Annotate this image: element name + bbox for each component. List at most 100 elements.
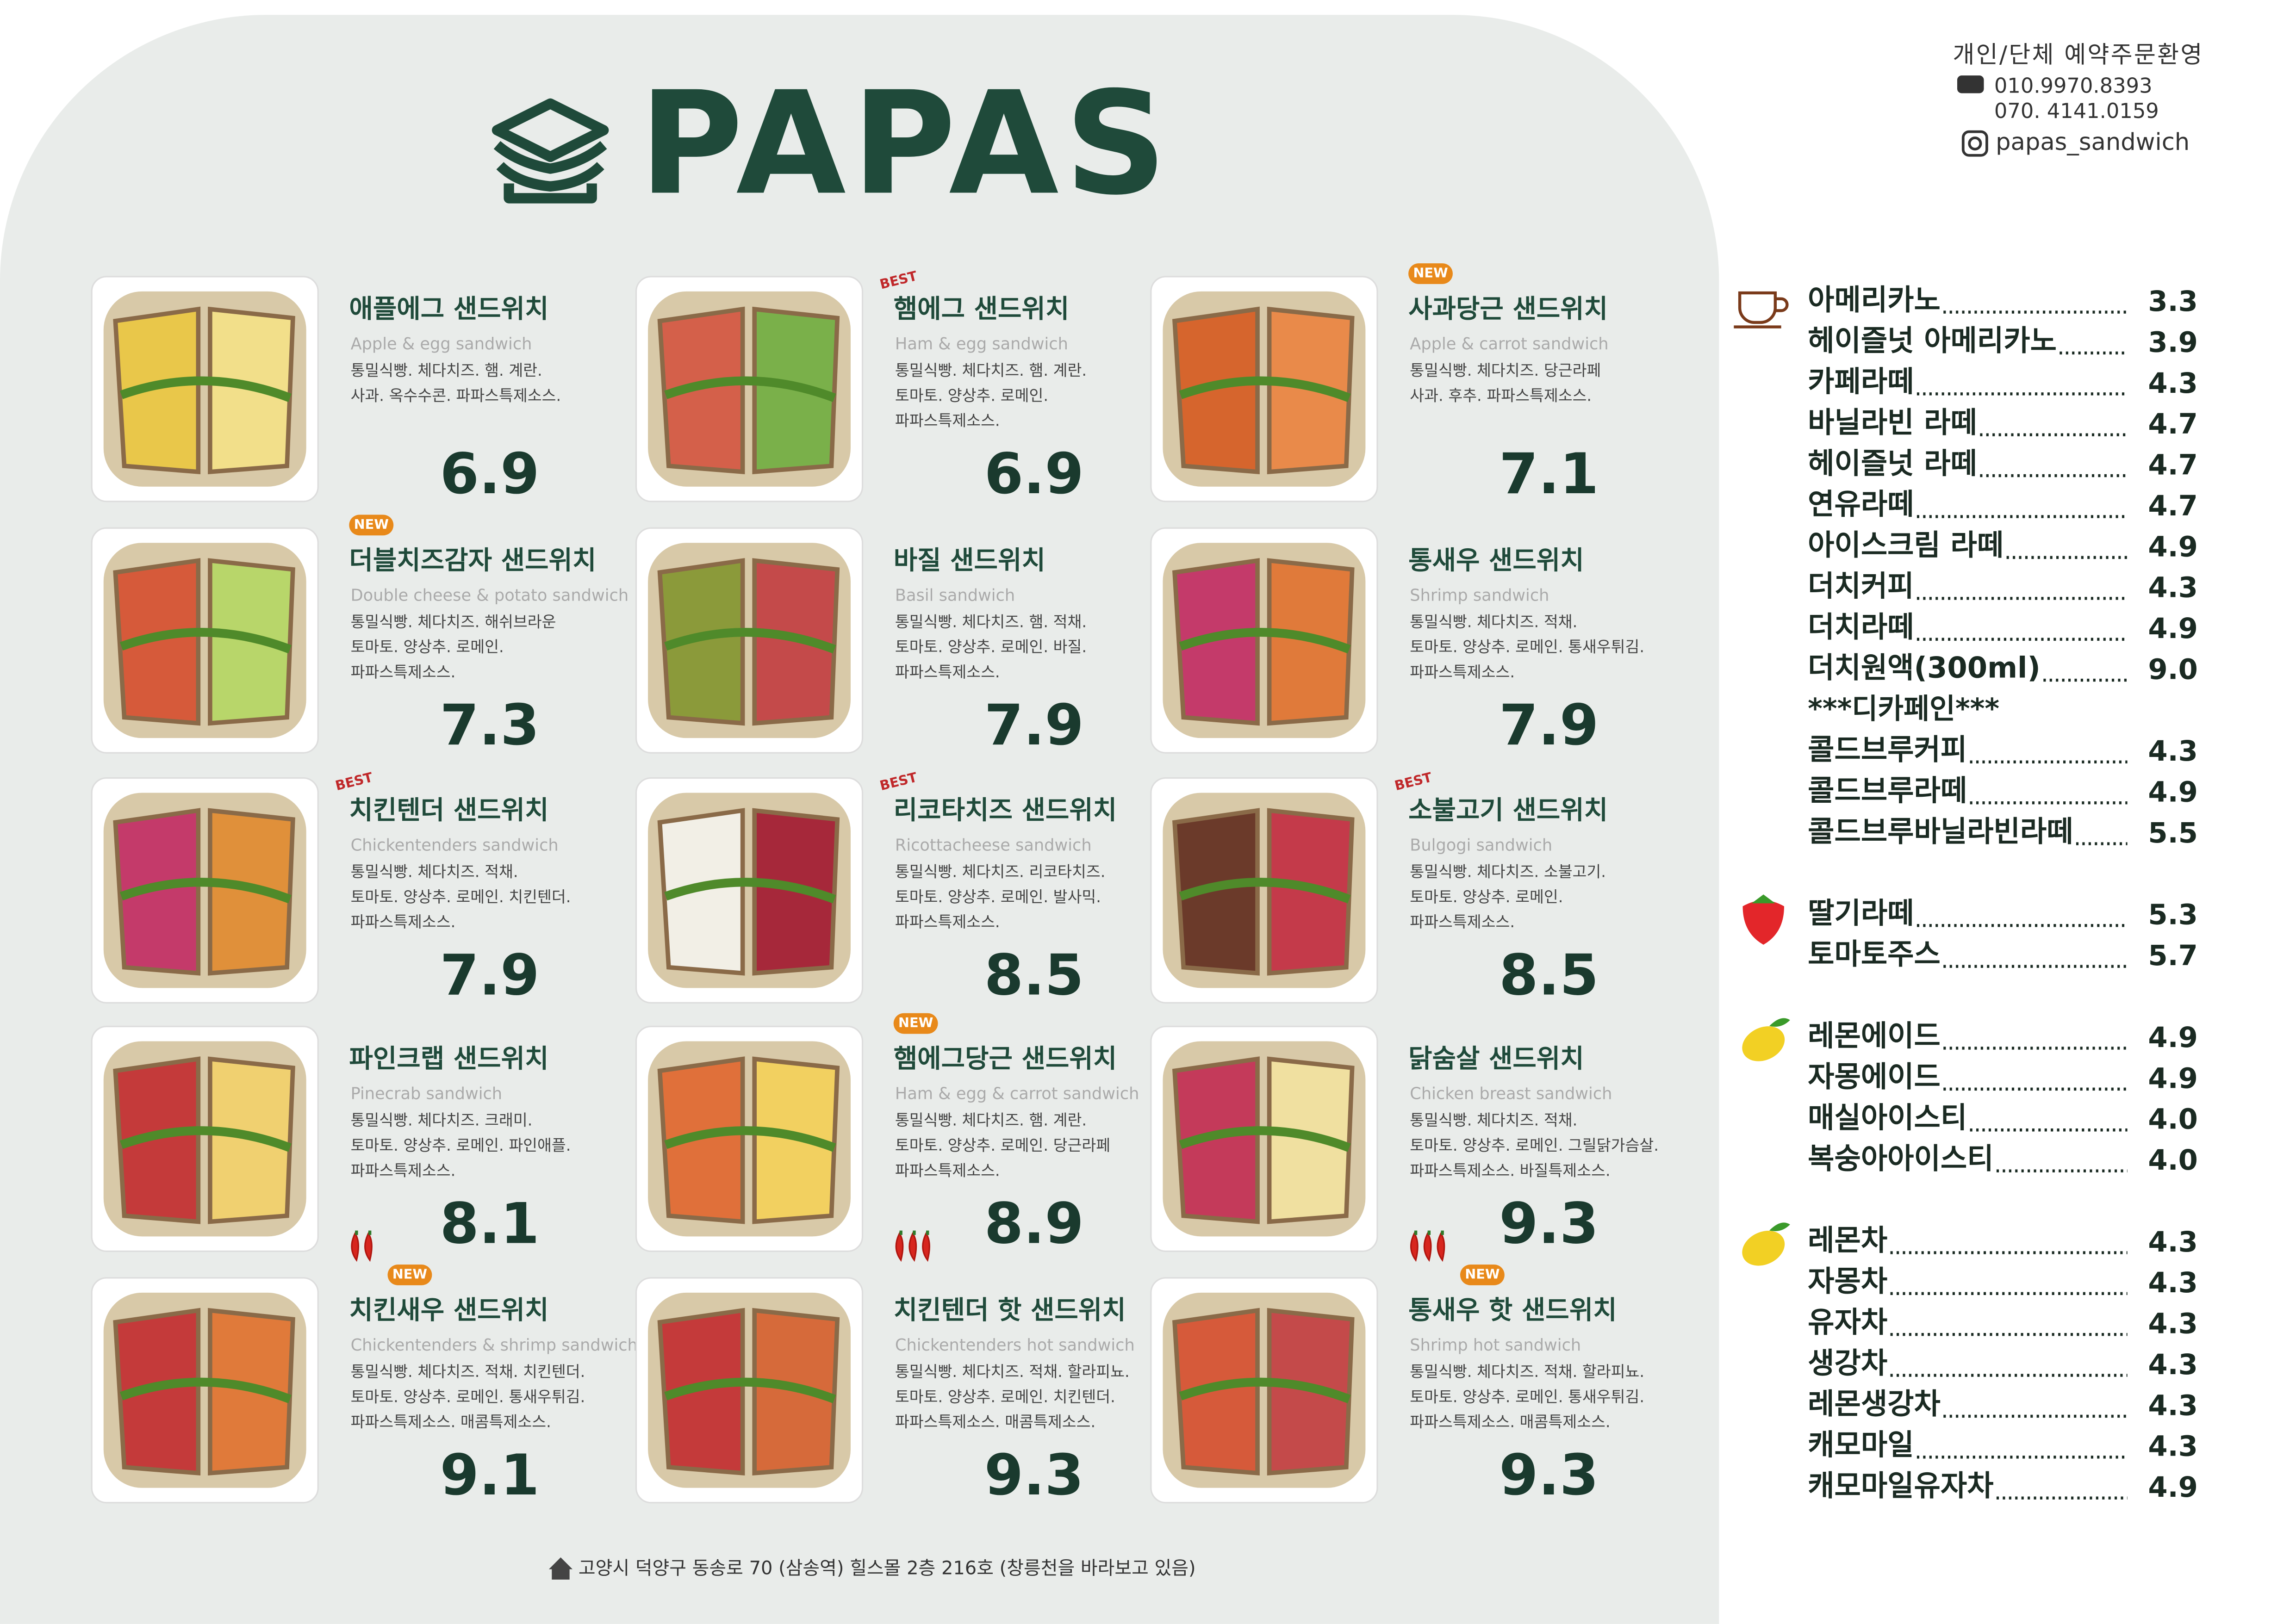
sandwich-english: Chickentenders sandwich (351, 836, 559, 855)
photo-half (657, 558, 745, 726)
drink-price: 4.7 (2148, 449, 2198, 482)
ingredients: 파파스특제소스. (1410, 663, 1515, 681)
badge-bg (387, 1264, 432, 1285)
ingredients: 파파스특제소스. 매콤특제소스. (895, 1413, 1095, 1431)
ingredients: 통밀식빵. 체다치즈. 햄. 적채. (895, 613, 1087, 631)
badge: NEW (1465, 1266, 1500, 1282)
drink-price: 4.3 (2148, 1349, 2198, 1381)
sandwich-name: 소불고기 샌드위치 (1408, 795, 1608, 825)
ingredients: 파파스특제소스. (1410, 913, 1515, 931)
badge: NEW (354, 516, 389, 532)
drink-name: 유자차 (1808, 1305, 1887, 1339)
photo-greens (119, 628, 292, 654)
sandwich-name: 햄에그당근 샌드위치 (894, 1044, 1117, 1074)
photo-half (113, 558, 201, 726)
drink-name: 카페라떼 (1808, 365, 1914, 398)
ingredients: 토마토. 양상추. 로메인. (351, 638, 504, 656)
sandwich-english: Apple & carrot sandwich (1410, 335, 1608, 353)
drink-price: 4.3 (2148, 572, 2198, 604)
chili-icon (1437, 1232, 1445, 1262)
sandwich-card: 파인크랩 샌드위치 Pinecrab sandwich 통밀식빵. 체다치즈. 크래… (91, 1025, 571, 1256)
drink-name: 캐모마일유자차 (1808, 1469, 1993, 1502)
chili-icon (351, 1232, 360, 1262)
sandwich-english: Chickentenders & shrimp sandwich (351, 1336, 638, 1355)
lemon-leaf (1769, 1222, 1790, 1232)
badge-bg (1460, 1264, 1505, 1285)
drink-price: 4.3 (2148, 367, 2198, 400)
drink-name: 더치원액(300ml) (1808, 651, 2041, 685)
photo-half (657, 306, 745, 474)
ingredients: 토마토. 양상추. 로메인. 파인애플. (351, 1136, 571, 1154)
photo-half (1172, 808, 1260, 976)
sandwich-name: 치킨새우 샌드위치 (349, 1295, 548, 1326)
strawberry-icon (1742, 900, 1785, 945)
photo-greens (1179, 1126, 1351, 1152)
brand: PAPAS (639, 61, 1173, 226)
photo-half (657, 1056, 745, 1224)
ingredients: 파파스특제소스. (351, 913, 456, 931)
drink-name: 연유라떼 (1808, 487, 1914, 521)
chili-icon (908, 1232, 917, 1262)
chili-icon (1410, 1232, 1419, 1262)
sandwich-english: Basil sandwich (895, 586, 1015, 605)
price: 9.3 (1499, 1190, 1599, 1256)
price: 8.5 (1499, 942, 1599, 1008)
ingredients: 토마토. 양상추. 로메인. 당근라페 (895, 1136, 1110, 1154)
drink-name: 콜드브루커피 (1808, 733, 1967, 767)
price: 8.1 (440, 1190, 539, 1256)
ingredients: 통밀식빵. 체다치즈. 적채. 치킨텐더. (351, 1363, 585, 1381)
ingredients: 파파스특제소스. 바질특제소스. (1410, 1161, 1610, 1179)
sandwich-english: Ham & egg & carrot sandwich (895, 1085, 1139, 1103)
drink-price: 5.3 (2148, 899, 2198, 931)
ingredients: 통밀식빵. 체다치즈. 적채. (351, 863, 518, 881)
ingredients: 토마토. 양상추. 로메인. (895, 386, 1048, 404)
sandwich-english: Pinecrab sandwich (351, 1085, 503, 1103)
ingredients: 통밀식빵. 체다치즈. 적채. (1410, 613, 1577, 631)
contact-title: 개인/단체 예약주문환영 (1953, 42, 2203, 69)
sandwich-name: 더블치즈감자 샌드위치 (349, 545, 596, 576)
photo-half (113, 306, 201, 474)
ingredients: 파파스특제소스. (895, 663, 1000, 681)
price: 6.9 (984, 441, 1084, 507)
sandwich-english: Ham & egg sandwich (895, 335, 1068, 353)
drink-price: 4.9 (2148, 613, 2198, 645)
price: 7.1 (1499, 441, 1599, 507)
instagram-icon (1968, 136, 1982, 151)
ingredients: 통밀식빵. 체다치즈. 햄. 계란. (351, 361, 542, 379)
drink-price: 4.9 (2148, 1471, 2198, 1504)
sandwich-english: Shrimp sandwich (1410, 586, 1549, 605)
photo-greens (119, 1377, 292, 1403)
photo-greens (1179, 878, 1351, 904)
ingredients: 토마토. 양상추. 로메인. 치킨텐더. (895, 1388, 1115, 1406)
phone-icon (1957, 75, 1984, 93)
drink-price: 3.9 (2148, 326, 2198, 359)
drink-name: 콜드브루바닐라빈라떼 (1808, 814, 2073, 848)
ingredients: 통밀식빵. 체다치즈. 당근라페 (1410, 361, 1601, 379)
drink-price: 4.0 (2148, 1144, 2198, 1177)
sandwich-english: Apple & egg sandwich (351, 335, 532, 353)
drink-name: 헤이즐넛 라떼 (1808, 446, 1977, 480)
ingredients: 토마토. 양상추. 로메인. 통새우튀김. (1410, 1388, 1644, 1406)
price: 7.9 (1499, 692, 1599, 758)
photo-greens (664, 878, 836, 904)
drink-name: 딸기라떼 (1808, 896, 1914, 930)
drink-price: 5.7 (2148, 940, 2198, 972)
sandwich-english: Chicken breast sandwich (1410, 1085, 1612, 1103)
sandwich-name: 파인크랩 샌드위치 (349, 1044, 548, 1074)
photo-half (113, 808, 201, 976)
ingredients: 통밀식빵. 체다치즈. 적채. 할라피뇨. (1410, 1363, 1644, 1381)
sandwich-name: 치킨텐더 핫 샌드위치 (894, 1295, 1126, 1326)
instagram: papas_sandwich (1996, 129, 2190, 156)
drink-price: 4.3 (2148, 1226, 2198, 1258)
ingredients: 토마토. 양상추. 로메인. 통새우튀김. (351, 1388, 585, 1406)
drink-name: 바닐라빈 라떼 (1808, 405, 1977, 439)
ingredients: 파파스특제소스. (351, 663, 456, 681)
ingredients: 토마토. 양상추. 로메인. (1410, 888, 1563, 906)
photo-half (1172, 1308, 1260, 1476)
